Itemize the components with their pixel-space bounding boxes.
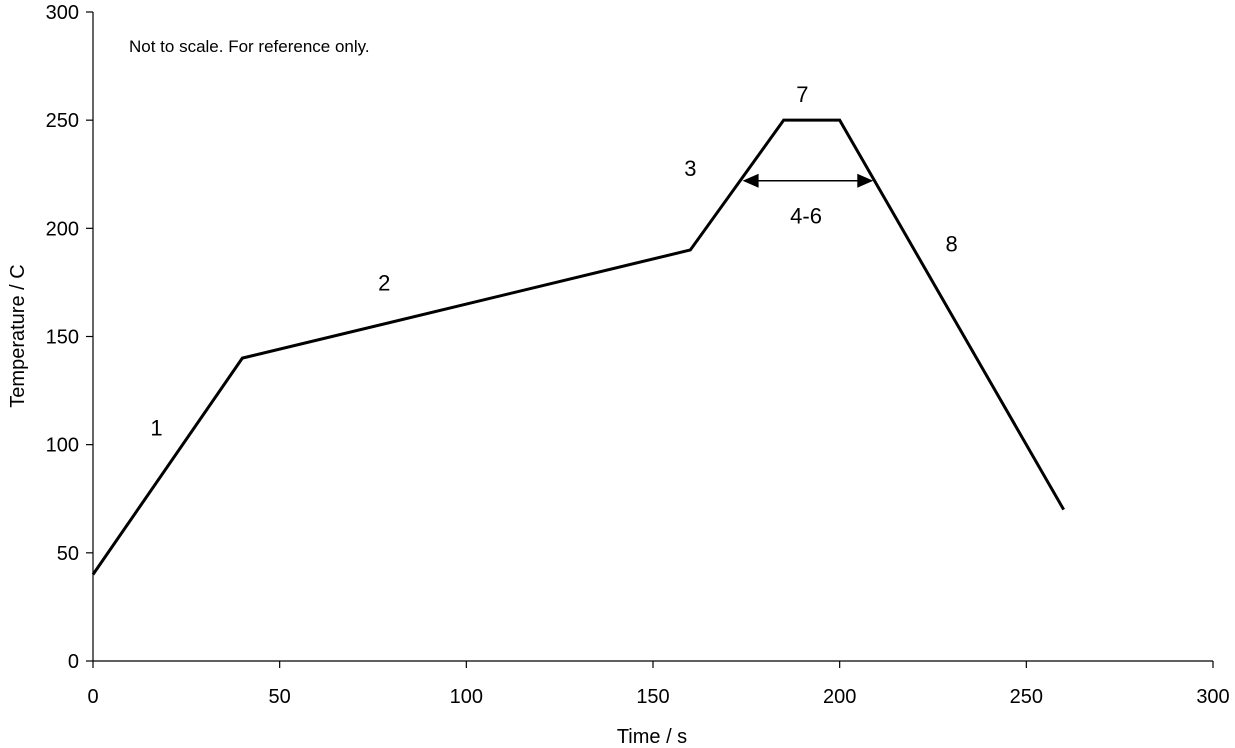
y-axis-title: Temperature / C (7, 264, 29, 407)
chart-note: Not to scale. For reference only. (129, 37, 370, 56)
arrow-head-left-icon (742, 173, 759, 188)
x-tick-label: 100 (450, 686, 483, 708)
y-tick-label: 300 (46, 2, 79, 24)
y-tick-label: 0 (68, 651, 79, 673)
segment-label: 8 (946, 231, 958, 256)
arrow-head-right-icon (857, 173, 874, 188)
x-axis-title: Time / s (617, 726, 687, 748)
segment-label: 4-6 (790, 203, 822, 228)
ticks: 0 50 100 150 200 250 300 0 50 100 150 200 250 300 (46, 2, 1230, 708)
axes (92, 12, 1213, 662)
x-tick-label: 200 (823, 686, 856, 708)
y-tick-label: 250 (46, 110, 79, 132)
annotations: 1 2 3 7 4-6 8 (150, 82, 957, 440)
segment-label: 3 (684, 156, 696, 181)
y-tick-label: 50 (57, 543, 79, 565)
temperature-profile-line (91, 118, 1065, 576)
series (91, 118, 1065, 576)
y-tick-label: 200 (46, 218, 79, 240)
x-tick-label: 300 (1196, 686, 1229, 708)
x-tick-label: 150 (636, 686, 669, 708)
x-tick-label: 250 (1010, 686, 1043, 708)
y-tick-label: 150 (46, 327, 79, 349)
segment-label: 7 (796, 82, 808, 107)
segment-label: 1 (150, 415, 162, 440)
x-tick-label: 50 (269, 686, 291, 708)
y-tick-label: 100 (46, 435, 79, 457)
segment-label: 2 (378, 270, 390, 295)
x-tick-label: 0 (87, 686, 98, 708)
